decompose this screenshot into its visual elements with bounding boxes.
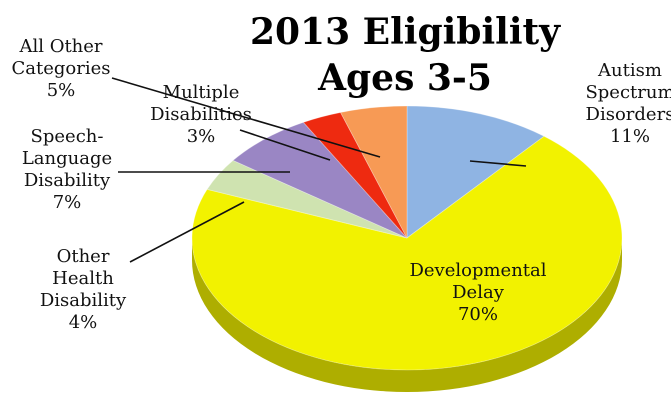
slice-name-autism: Spectrum [585,82,671,103]
slice-name-autism: Disorders [586,104,671,125]
slice-name-ohd: Health [52,268,114,289]
chart-title-line2: Ages 3-5 [317,57,492,99]
slice-name-sld: Disability [24,170,111,191]
slice-percent-md: 3% [187,126,216,147]
slice-percent-aoc: 5% [47,80,76,101]
slice-name-md: Multiple [163,82,240,103]
slice-name-dd: Delay [452,282,505,303]
slice-name-md: Disabilities [150,104,252,125]
slice-name-sld: Language [22,148,112,169]
slice-name-sld: Speech- [31,126,104,147]
pie-group [192,106,622,392]
slice-name-aoc: Categories [12,58,111,79]
slice-name-dd: Developmental [409,260,546,281]
slice-name-autism: Autism [597,60,662,81]
slice-name-ohd: Other [57,246,110,267]
slice-percent-dd: 70% [458,304,498,325]
slice-percent-autism: 11% [610,126,650,147]
slice-percent-sld: 7% [53,192,82,213]
slice-percent-ohd: 4% [69,312,98,333]
slice-name-ohd: Disability [40,290,127,311]
slice-name-aoc: All Other [18,36,102,57]
chart-title-line1: 2013 Eligibility [250,11,561,53]
